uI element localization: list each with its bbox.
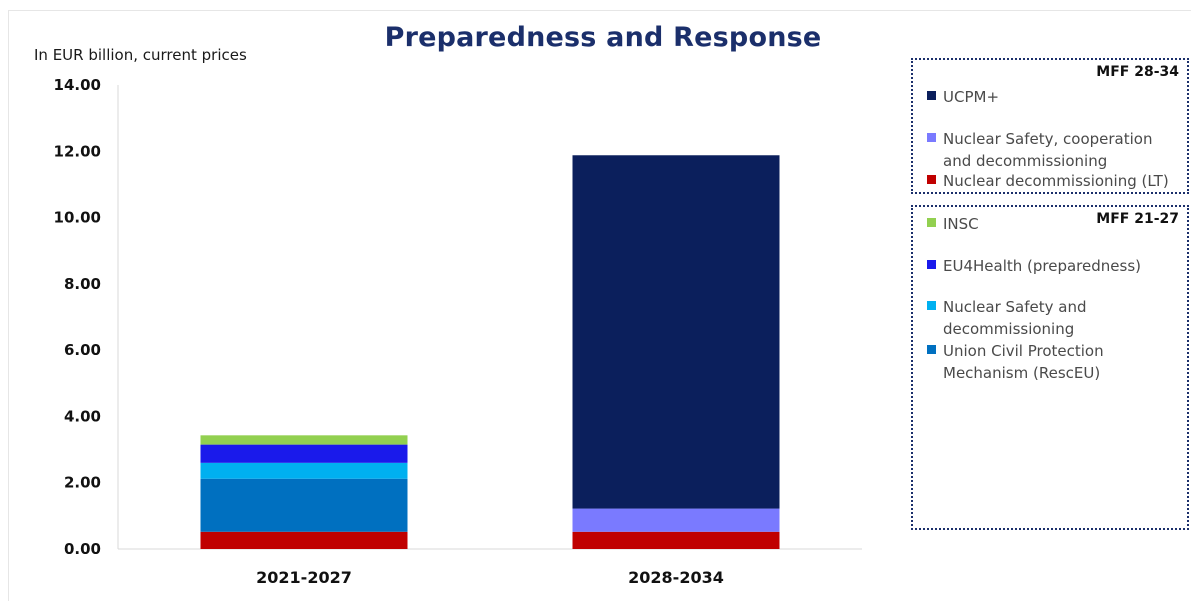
legend-label: Nuclear Safety and decommissioning [943, 298, 1087, 338]
y-tick-label: 0.00 [64, 540, 101, 558]
legend-label: INSC [943, 215, 979, 233]
bar-segment-3-2021-2027 [200, 462, 408, 479]
legend-swatch [927, 345, 936, 354]
y-tick-label: 6.00 [64, 341, 101, 359]
legend-label: Union Civil Protection Mechanism (RescEU… [943, 342, 1104, 382]
y-unit-label: In EUR billion, current prices [34, 46, 247, 64]
legend-label: EU4Health (preparedness) [943, 257, 1141, 275]
legend-swatch [927, 133, 936, 142]
x-category-label: 2028-2034 [628, 568, 724, 587]
bars-group [200, 155, 780, 549]
legend-label: Nuclear decommissioning (LT) [943, 172, 1169, 190]
y-tick-label: 12.00 [54, 142, 101, 160]
bar-segment-2-2021-2027 [200, 478, 408, 532]
legend-label: UCPM+ [943, 88, 1000, 106]
legend-heading-mff-28-34: MFF 28-34 [1096, 64, 1179, 80]
legend-swatch [927, 175, 936, 184]
stacked-bar-chart: 0.00 2.00 4.00 6.00 8.00 10.00 12.00 14.00 2021… [54, 76, 862, 587]
y-tick-label: 10.00 [54, 209, 101, 227]
chart-frame [8, 10, 1191, 601]
bar-segment-1-2028-2034 [572, 531, 780, 549]
legend-swatch [927, 301, 936, 310]
chart-title: Preparedness and Response [384, 22, 822, 53]
y-tick-label: 14.00 [54, 76, 101, 94]
bar-segment-5-2021-2027 [200, 435, 408, 445]
bar-segment-4-2021-2027 [200, 444, 408, 463]
y-axis: 0.00 2.00 4.00 6.00 8.00 10.00 12.00 14.00 [54, 76, 101, 558]
y-tick-label: 8.00 [64, 275, 101, 293]
legend-swatch [927, 91, 936, 100]
legend-heading-mff-21-27: MFF 21-27 [1096, 211, 1179, 227]
bar-segment-7-2028-2034 [572, 155, 780, 509]
bar-segment-6-2028-2034 [572, 508, 780, 532]
legend-swatch [927, 260, 936, 269]
legend-mff-21-27: MFF 21-27 INSC EU4Health (preparedness) Nu… [911, 205, 1189, 530]
x-axis-labels: 2021-2027 2028-2034 [256, 568, 724, 587]
bar-segment-1-2021-2027 [200, 531, 408, 549]
y-tick-label: 4.00 [64, 407, 101, 425]
y-tick-label: 2.00 [64, 474, 101, 492]
x-category-label: 2021-2027 [256, 568, 352, 587]
legend-swatch [927, 218, 936, 227]
legend-mff-28-34: MFF 28-34 UCPM+ Nuclear Safety, cooperati… [911, 58, 1189, 194]
legend-label: Nuclear Safety, cooperation and decommis… [943, 130, 1153, 170]
